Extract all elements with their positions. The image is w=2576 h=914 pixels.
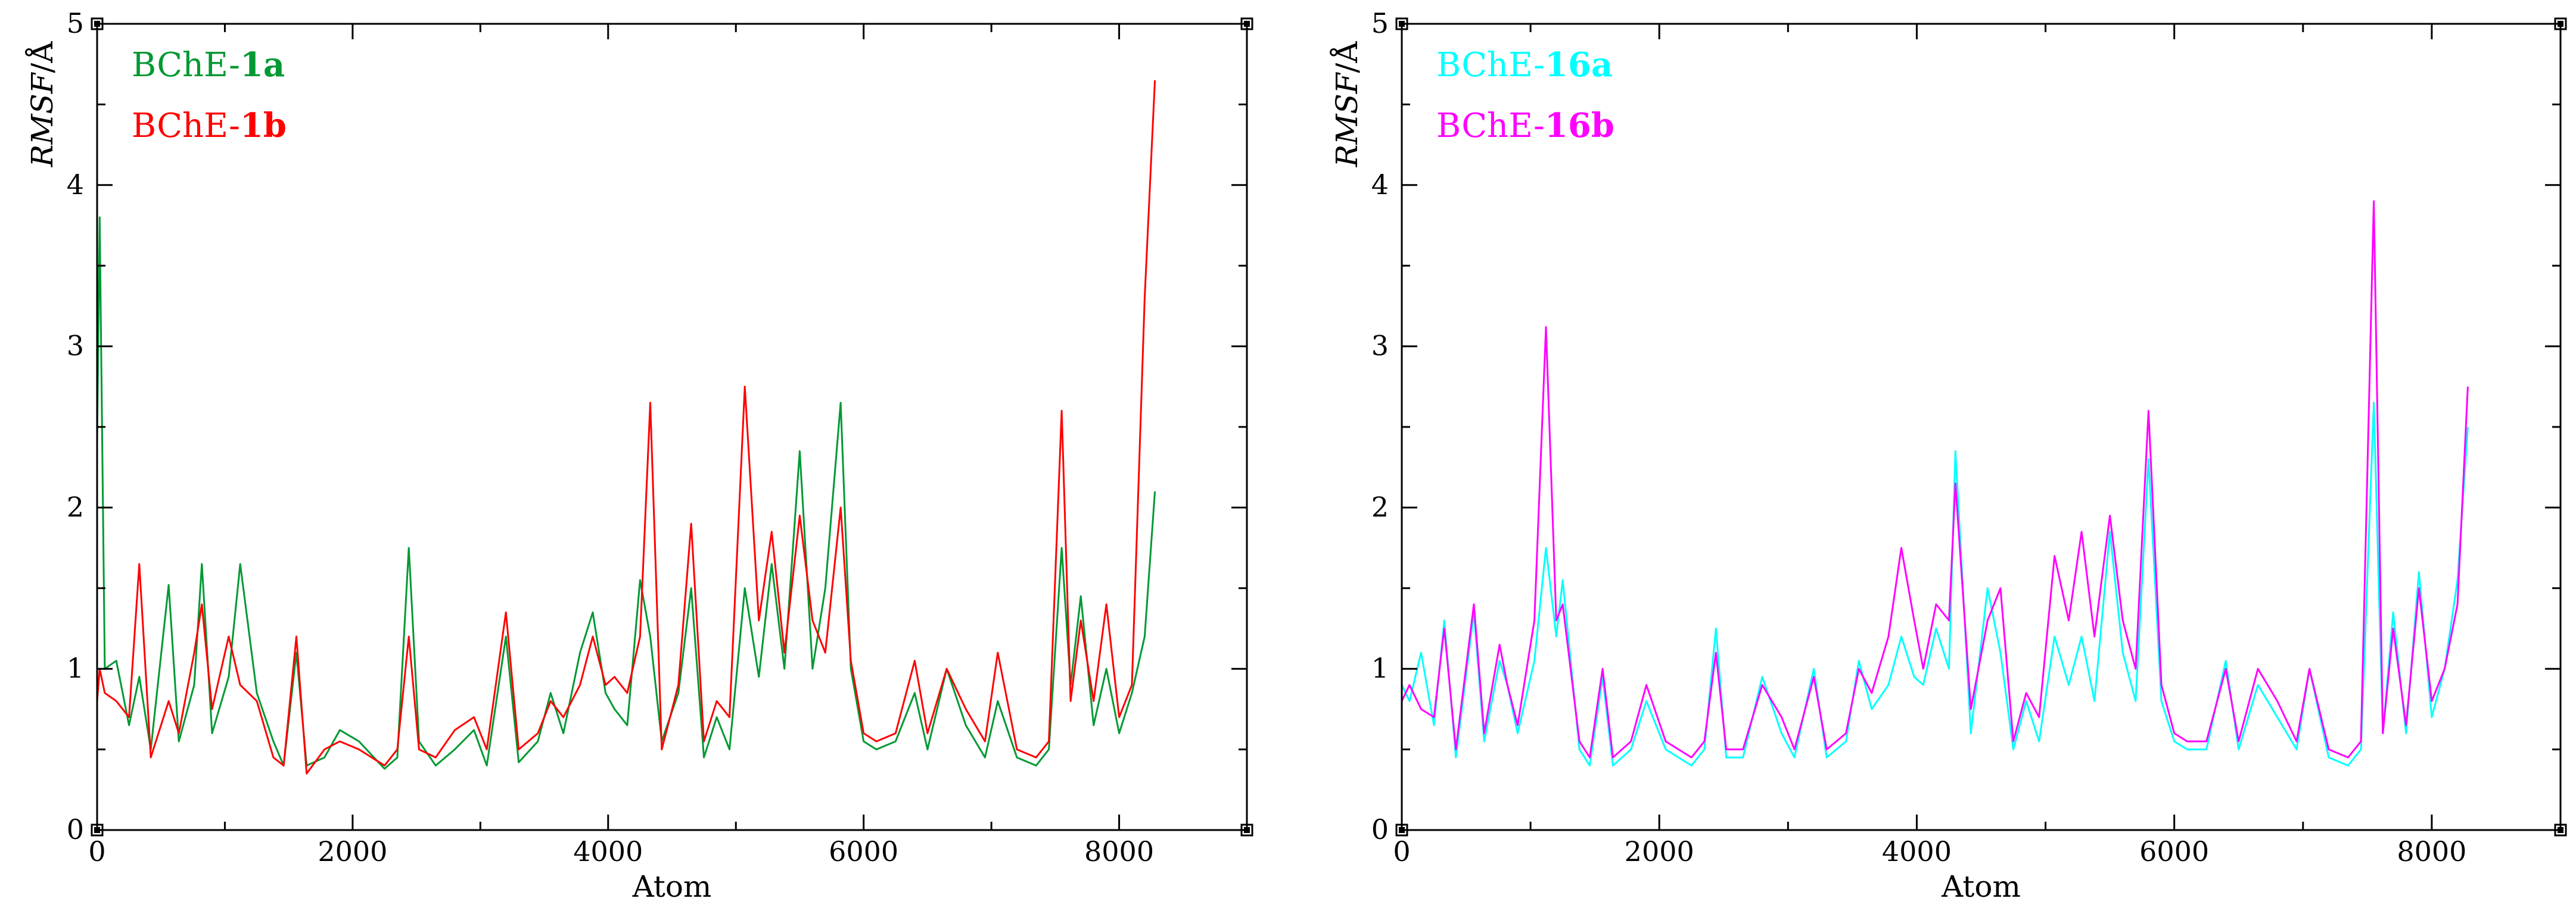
chart1-legend-entry-0: BChE-16a <box>1436 45 1613 85</box>
chart0-xtick-label-3: 6000 <box>829 835 898 868</box>
chart1-yaxis-label-var: RMSF <box>1330 71 1364 167</box>
chart1-legend-entry-1: BChE-16b <box>1436 106 1614 145</box>
chart1-legend-prefix-1: BChE- <box>1436 107 1545 145</box>
chart0-legend-suffix-0: 1a <box>240 45 285 85</box>
chart0-ytick-label-5: 5 <box>67 7 84 39</box>
chart1-xtick-label-1: 2000 <box>1625 835 1694 868</box>
chart1-legend-prefix-0: BChE- <box>1436 46 1545 85</box>
chart0-ytick-label-2: 2 <box>67 491 84 523</box>
chart1-ytick-label-2: 2 <box>1371 491 1389 523</box>
chart1-xaxis-label: Atom <box>1941 869 2021 904</box>
chart1-series-1-line <box>1402 200 2469 759</box>
chart1-legend-suffix-1: 16b <box>1545 106 1614 145</box>
chart0-xaxis-label: Atom <box>632 869 712 904</box>
chart1-xtick-label-4: 8000 <box>2397 835 2466 868</box>
chart0-ytick-label-1: 1 <box>67 652 84 684</box>
chart0-yaxis-label: RMSF/Å <box>24 41 60 168</box>
chart0-legend-entry-0: BChE-1a <box>132 45 285 85</box>
chart1-ytick-label-4: 4 <box>1371 169 1389 201</box>
chart0-ytick-label-0: 0 <box>67 813 84 846</box>
chart0-xtick-label-1: 2000 <box>318 835 387 868</box>
chart0-xtick-label-4: 8000 <box>1084 835 1154 868</box>
chart1-series-0-line <box>1402 401 2469 767</box>
chart1-legend-suffix-0: 16a <box>1545 45 1613 85</box>
chart0-series-0-line <box>97 216 1156 770</box>
chart0-ytick-label-3: 3 <box>67 330 84 362</box>
chart1-ytick-label-1: 1 <box>1371 652 1389 684</box>
chart0-legend-prefix-0: BChE- <box>132 46 240 85</box>
chart1-xtick-label-3: 6000 <box>2139 835 2209 868</box>
chart0-legend-suffix-1: 1b <box>240 106 287 145</box>
chart1-xtick-label-0: 0 <box>1393 835 1410 868</box>
chart1-ytick-label-0: 0 <box>1371 813 1389 846</box>
chart0-group: 0 2000 4000 6000 8000 0 1 2 3 4 5 Atom RMSF/Å BChE-1a… <box>24 7 1253 904</box>
chart1-yaxis-label: RMSF/Å <box>1329 41 1364 168</box>
chart0-legend-entry-1: BChE-1b <box>132 106 287 145</box>
chart1-xtick-label-2: 4000 <box>1882 835 1952 868</box>
chart1-ytick-label-3: 3 <box>1371 330 1389 362</box>
chart1-ytick-label-5: 5 <box>1371 7 1389 39</box>
chart0-yaxis-label-unit: /Å <box>24 41 60 73</box>
chart0-ytick-label-4: 4 <box>67 169 84 201</box>
chart0-legend-prefix-1: BChE- <box>132 107 240 145</box>
chart0-series-1-line <box>97 80 1156 775</box>
chart0-xtick-label-2: 4000 <box>573 835 643 868</box>
chart0-xtick-label-0: 0 <box>88 835 105 868</box>
chart1-yaxis-label-unit: /Å <box>1329 41 1364 73</box>
chart1-group: 0 2000 4000 6000 8000 0 1 2 3 4 5 Atom RMSF/Å BChE-16… <box>1329 7 2567 904</box>
chart0-yaxis-label-var: RMSF <box>25 71 60 167</box>
